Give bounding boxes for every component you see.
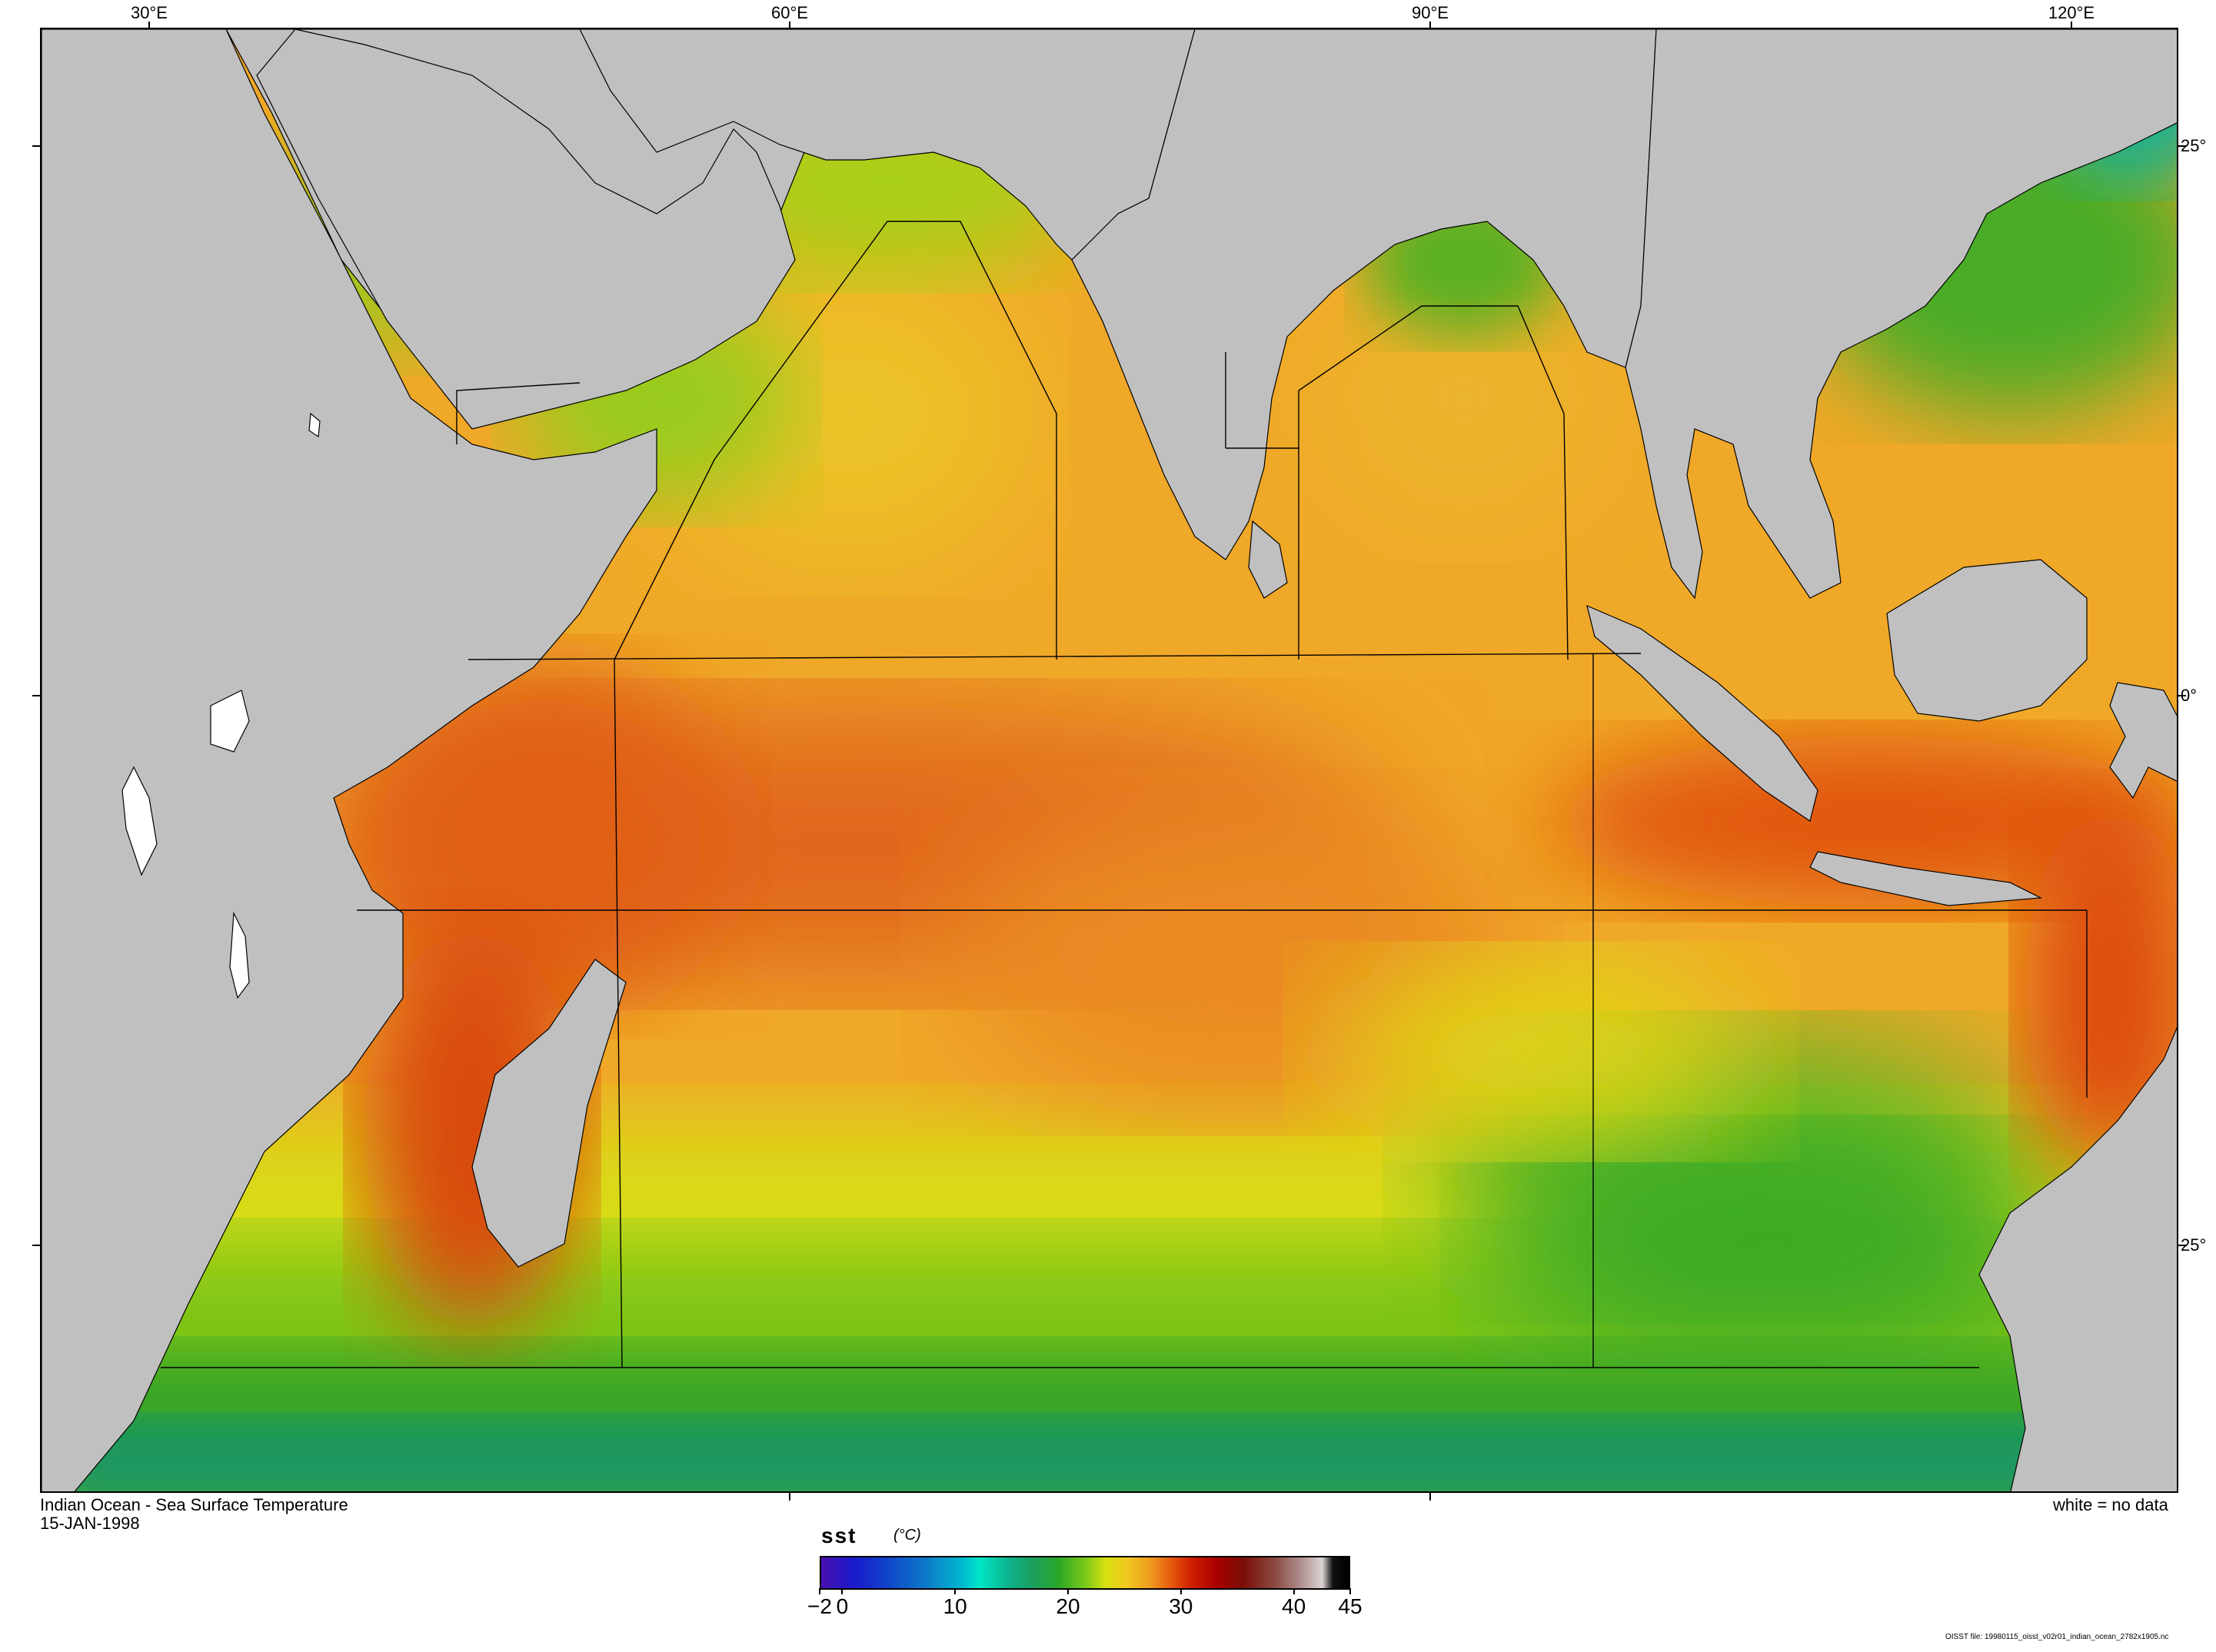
left-tick: [32, 1245, 42, 1246]
lon-label-60e: 60°E: [771, 3, 808, 22]
colorbar-tick: [1066, 1588, 1069, 1594]
no-data-areas: [121, 412, 321, 999]
colorbar-tick-label: −2: [807, 1594, 832, 1618]
top-tick: [1429, 22, 1431, 29]
colorbar-tick: [1180, 1588, 1182, 1594]
lat-label-0: 0°: [2181, 686, 2198, 705]
colorbar-tick-label: 0: [836, 1594, 849, 1618]
lon-label-120e: 120°E: [2048, 3, 2095, 22]
colorbar: [820, 1556, 1350, 1590]
colorbar-tick-label: 20: [1056, 1594, 1080, 1618]
left-tick: [32, 695, 42, 696]
colorbar-tick-label: 10: [943, 1594, 967, 1618]
no-data-note: white = no data: [2053, 1495, 2168, 1514]
bottom-tick: [1429, 1491, 1431, 1501]
bottom-tick: [789, 1491, 790, 1501]
map-title: Indian Ocean - Sea Surface Temperature: [40, 1495, 348, 1514]
sst-map[interactable]: [40, 28, 2178, 1493]
right-tick: [2177, 1245, 2186, 1246]
left-tick: [32, 145, 42, 147]
colorbar-tick-label: 40: [1282, 1594, 1306, 1618]
sst-map-canvas: [42, 29, 2177, 1491]
map-date: 15-JAN-1998: [40, 1514, 140, 1533]
colorbar-tick: [819, 1588, 820, 1594]
colorbar-tick: [1349, 1588, 1351, 1594]
colorbar-tick-label: 45: [1338, 1594, 1363, 1618]
right-tick: [2177, 145, 2186, 147]
colorbar-tick: [954, 1588, 957, 1594]
colorbar-tick-label: 30: [1169, 1594, 1193, 1618]
colorbar-tick: [1293, 1588, 1295, 1594]
lon-label-30e: 30°E: [131, 3, 168, 22]
source-file-note: OISST file: 19980115_oisst_v02r01_indian…: [1945, 1633, 2169, 1641]
colorbar-tick: [841, 1588, 843, 1594]
right-tick: [2177, 695, 2186, 696]
region-boundaries: [161, 221, 2088, 1368]
colorbar-unit: (°C): [893, 1527, 921, 1544]
top-tick: [2071, 22, 2072, 29]
land: [42, 29, 2177, 1491]
colorbar-variable: sst: [821, 1524, 857, 1547]
top-tick: [789, 22, 790, 29]
top-tick: [148, 22, 150, 29]
lon-label-90e: 90°E: [1412, 3, 1449, 22]
